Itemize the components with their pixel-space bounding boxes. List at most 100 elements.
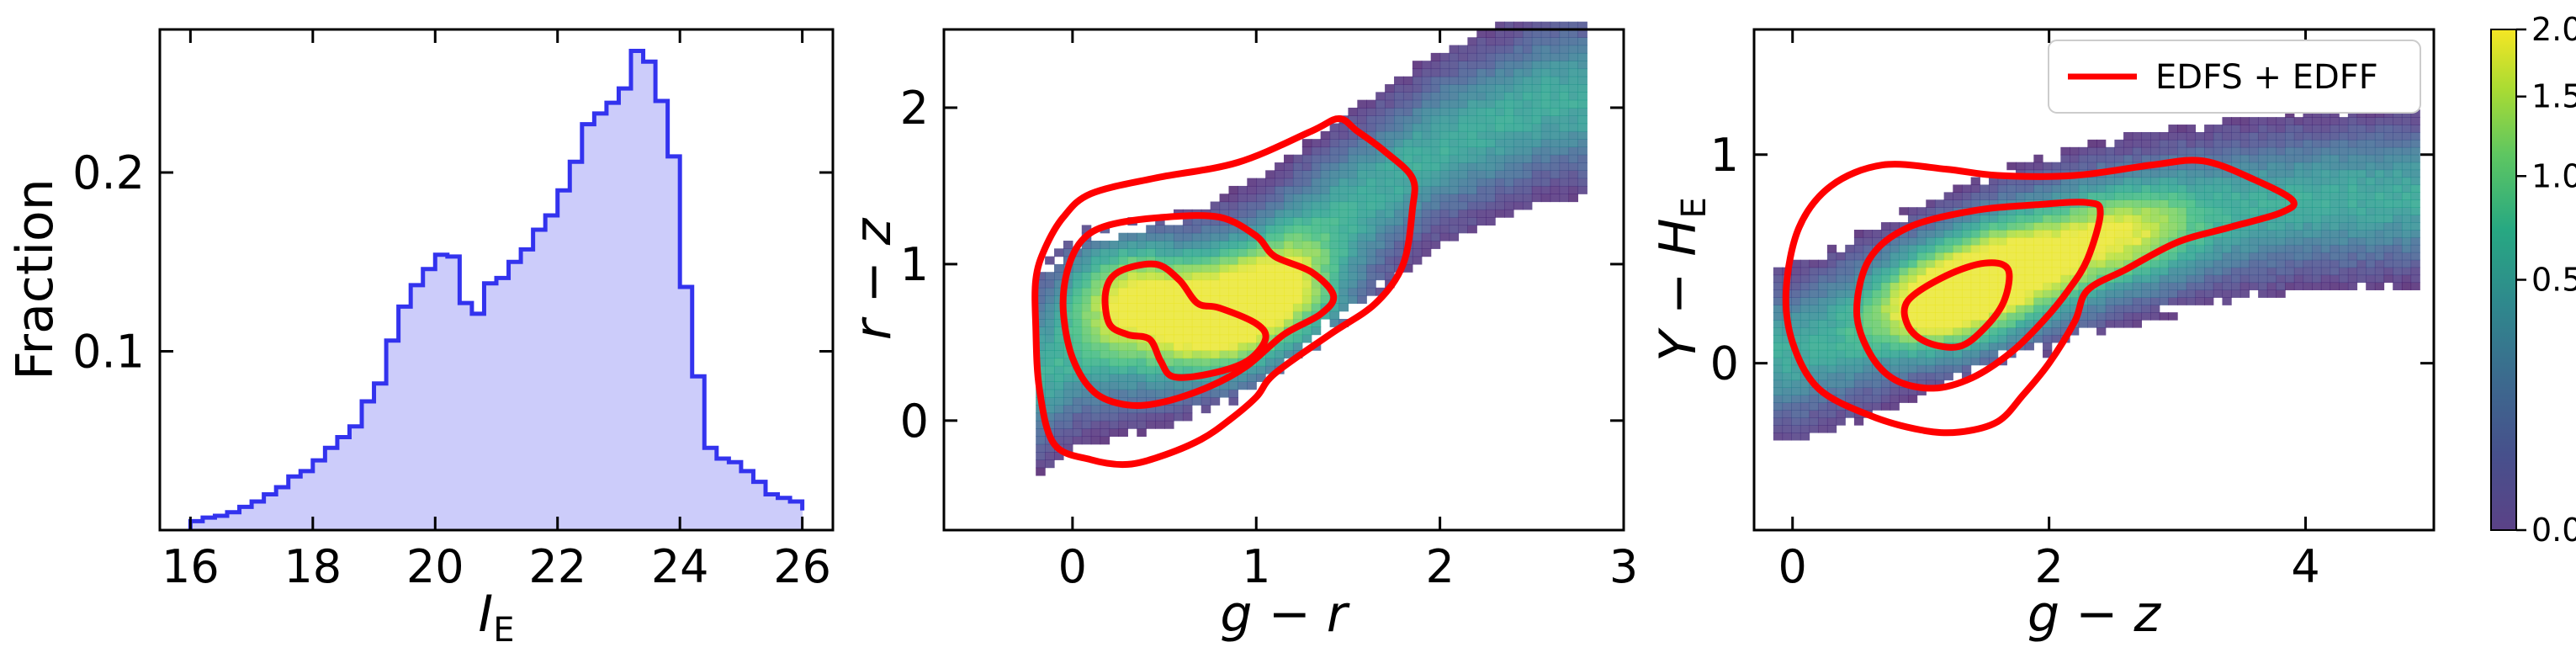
gz-yh-density-cell [2330, 131, 2340, 141]
gr-rz-density-cell [1301, 170, 1312, 179]
gr-rz-density-cell [1036, 412, 1046, 422]
gz-yh-density-cell [2141, 289, 2151, 298]
gz-yh-density-cell [2401, 169, 2412, 178]
gr-rz-density-cell [1311, 162, 1322, 171]
gz-yh-density-cell [1818, 349, 1828, 358]
histogram-bar [202, 517, 215, 530]
gz-yh-density-cell [2276, 125, 2286, 133]
gr-rz-density-cell [1421, 61, 1432, 70]
gr-rz-density-cell [1219, 389, 1230, 398]
gr-rz-density-cell [1146, 295, 1156, 304]
gr-rz-density-cell [1550, 76, 1561, 85]
gr-rz-density-cell [1100, 358, 1110, 367]
gr-rz-density-cell [1550, 68, 1561, 77]
gz-yh-density-cell [1782, 357, 1792, 366]
gr-rz-density-cell [1182, 272, 1193, 281]
gz-yh-density-cell [1782, 402, 1792, 411]
gr-rz-density-cell [1329, 209, 1340, 218]
gz-yh-density-cell [1943, 297, 1953, 305]
gz-yh-density-cell [1836, 297, 1846, 305]
gr-rz-density-cell [1486, 99, 1496, 109]
gz-yh-density-cell [1970, 192, 1980, 200]
gz-yh-density-cell [2150, 236, 2160, 246]
gz-yh-density-cell [2239, 131, 2250, 141]
gz-yh-density-cell [2060, 259, 2070, 268]
gz-yh-density-cell [2123, 192, 2133, 200]
gr-rz-density-cell [1531, 154, 1542, 163]
gr-rz-density-cell [1366, 263, 1376, 273]
gz-yh-density-cell [2258, 207, 2268, 215]
gr-rz-density-cell [1394, 185, 1404, 194]
gz-yh-density-cell [1799, 297, 1810, 305]
gz-yh-density-cell [1916, 342, 1927, 351]
gz-yh-density-cell [2258, 162, 2268, 171]
gz-yh-density-cell [2285, 244, 2295, 253]
gz-yh-density-cell [2141, 146, 2151, 156]
gz-yh-density-cell [1934, 305, 1945, 313]
gr-rz-density-cell [1366, 272, 1376, 281]
gr-rz-density-cell [1238, 256, 1248, 265]
gz-yh-density-cell [2168, 199, 2178, 208]
gr-rz-density-cell [1421, 209, 1432, 218]
gr-rz-density-cell [1329, 217, 1340, 226]
gz-yh-density-cell [2312, 169, 2322, 178]
gz-yh-density-cell [2213, 252, 2224, 261]
gr-rz-density-cell [1210, 396, 1221, 406]
gr-rz-density-cell [1191, 279, 1202, 289]
gr-rz-density-cell [1301, 295, 1312, 304]
gr-rz-density-cell [1127, 279, 1137, 289]
gz-yh-xtick-label: 4 [2291, 540, 2319, 593]
gr-rz-density-cell [1522, 84, 1533, 93]
gr-rz-density-cell [1495, 115, 1505, 125]
gz-yh-density-cell [2195, 169, 2205, 178]
gr-rz-density-cell [1311, 170, 1322, 179]
gz-yh-density-cell [1809, 327, 1819, 336]
gr-rz-density-cell [1054, 248, 1064, 257]
gz-yh-density-cell [2366, 274, 2376, 284]
gr-rz-density-cell [1385, 139, 1395, 148]
gz-yh-density-cell [2204, 267, 2214, 276]
gz-yh-density-cell [2356, 252, 2367, 261]
gr-rz-density-cell [1292, 241, 1303, 249]
gr-rz-density-cell [1458, 107, 1468, 116]
gz-yh-density-cell [1845, 387, 1855, 395]
histogram-bar [337, 437, 350, 530]
gr-rz-density-cell [1385, 272, 1395, 281]
gz-yh-density-cell [1953, 184, 1963, 193]
gz-yh-density-cell [2168, 177, 2178, 186]
gr-rz-density-cell [1118, 334, 1128, 343]
gr-rz-density-cell [1164, 279, 1174, 289]
gr-rz-density-cell [1540, 178, 1551, 187]
gz-yh-density-cell [2393, 192, 2403, 200]
gr-rz-density-cell [1182, 241, 1193, 249]
gr-rz-density-cell [1292, 232, 1303, 241]
gr-rz-density-cell [1495, 45, 1505, 54]
gz-yh-density-cell [1799, 425, 1810, 433]
gz-yh-density-cell [2168, 146, 2178, 156]
gz-yh-density-cell [2339, 230, 2349, 238]
gr-rz-density-cell [1127, 310, 1137, 320]
gz-yh-density-cell [2105, 146, 2115, 156]
gz-yh-density-cell [1980, 252, 1990, 261]
gz-yh-density-cell [2033, 289, 2043, 298]
gz-yh-density-cell [2006, 177, 2017, 186]
gr-rz-density-cell [1191, 272, 1202, 281]
gr-rz-density-cell [1449, 107, 1460, 116]
gr-rz-density-cell [1375, 154, 1386, 163]
gr-rz-contour-level-2 [1059, 212, 1338, 409]
gr-rz-density-cell [1045, 389, 1055, 398]
gz-yh-density-cell [2114, 320, 2124, 328]
histogram-bar [276, 487, 289, 530]
gz-yh-density-cell [2114, 259, 2124, 268]
gr-rz-density-cell [1090, 310, 1101, 320]
gz-yh-density-cell [2401, 146, 2412, 156]
gr-rz-density-cell [1320, 130, 1331, 140]
gz-yh-density-cell [2186, 169, 2197, 178]
gz-yh-density-cell [1926, 379, 1936, 389]
gz-yh-density-cell [1809, 410, 1819, 418]
gz-yh-density-cell [2330, 244, 2340, 253]
gz-yh-density-cell [2320, 215, 2331, 223]
gr-rz-density-cell [1311, 154, 1322, 163]
gz-yh-density-cell [2159, 177, 2170, 186]
gr-rz-density-cell [1402, 178, 1413, 187]
